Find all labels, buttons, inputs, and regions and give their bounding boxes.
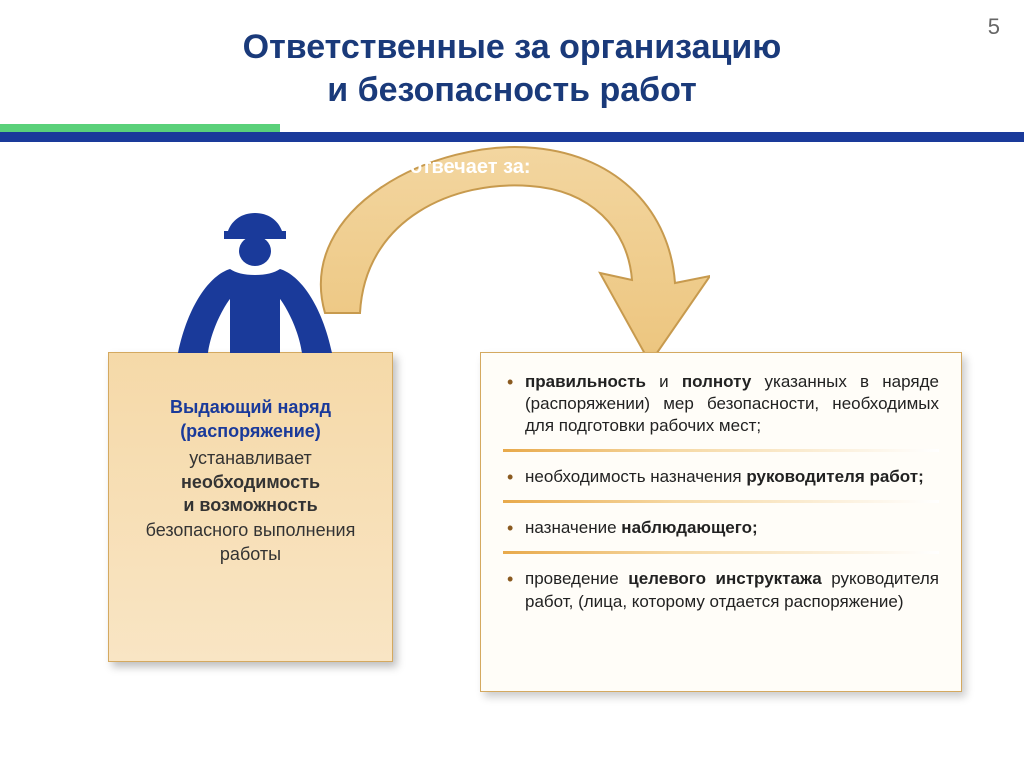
text: назначение — [525, 518, 621, 537]
text-bold: наблюдающего; — [621, 518, 757, 537]
page-title: Ответственные за организацию и безопасно… — [0, 0, 1024, 111]
responsibility-list: правильность и полноту указанных в наряд… — [503, 371, 939, 613]
text-bold: правильность — [525, 372, 646, 391]
left-line-2a: устанавливает — [127, 446, 374, 470]
left-line-2b: необходимость — [127, 472, 374, 493]
text: и — [646, 372, 682, 391]
left-line-3: безопасного выполнения работы — [127, 518, 374, 567]
text-bold: полноту — [682, 372, 751, 391]
text: необходимость назначения — [525, 467, 746, 486]
left-line-2c: и возможность — [127, 495, 374, 516]
left-panel: Выдающий наряд (распоряжение) устанавлив… — [108, 352, 393, 662]
page-number: 5 — [988, 14, 1000, 40]
text: проведение — [525, 569, 628, 588]
list-item: необходимость назначения руководителя ра… — [503, 466, 939, 503]
arrow-label: отвечает за: — [410, 156, 531, 179]
list-item: правильность и полноту указанных в наряд… — [503, 371, 939, 452]
worker-icon — [170, 205, 340, 355]
title-line-2: и безопасность работ — [327, 71, 696, 109]
text-bold: целевого инструктажа — [628, 569, 821, 588]
left-line-1: Выдающий наряд (распоряжение) — [127, 395, 374, 444]
title-line-1: Ответственные за организацию — [243, 28, 782, 66]
list-item: назначение наблюдающего; — [503, 517, 939, 554]
right-panel: правильность и полноту указанных в наряд… — [480, 352, 962, 692]
list-item: проведение целевого инструктажа руководи… — [503, 568, 939, 612]
text-bold: руководителя работ; — [746, 467, 923, 486]
accent-bar-green — [0, 124, 280, 132]
